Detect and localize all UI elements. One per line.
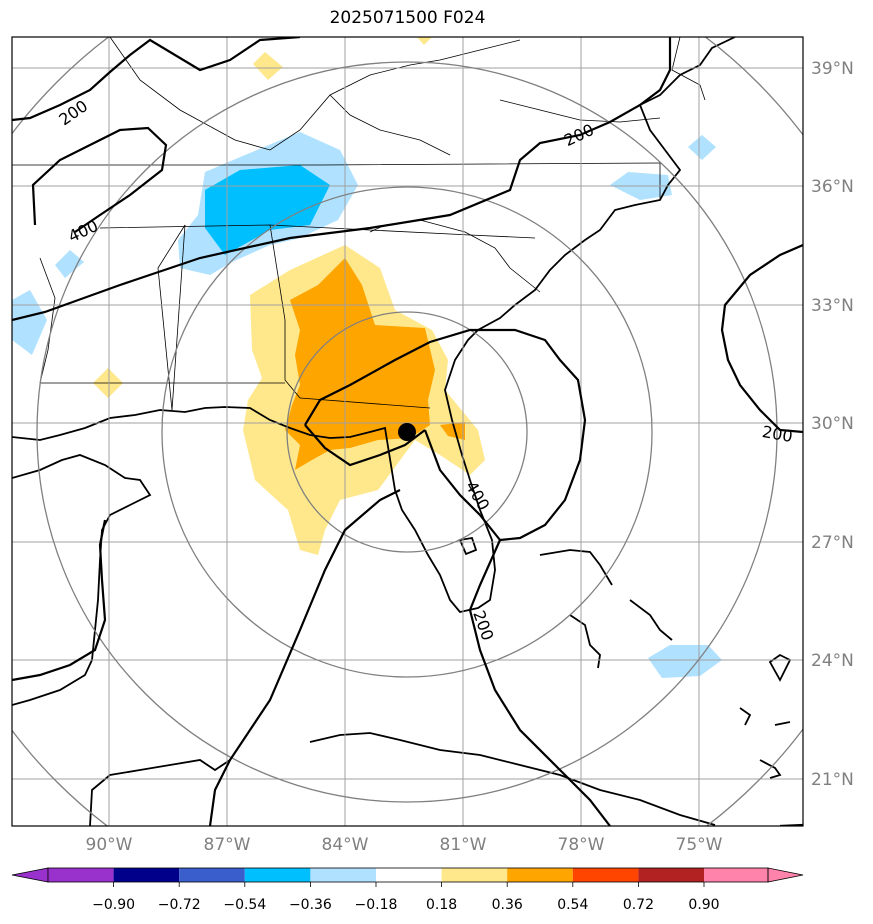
lat-label: 39°N xyxy=(811,59,854,79)
longitude-labels: 90°W 87°W 84°W 81°W 78°W 75°W xyxy=(86,835,723,855)
lon-label: 90°W xyxy=(86,835,133,855)
lat-label: 27°N xyxy=(811,533,854,553)
lon-label: 75°W xyxy=(676,835,723,855)
colorbar-swatch xyxy=(113,868,180,882)
colorbar-tick-label: 0.36 xyxy=(492,897,523,913)
lon-label: 78°W xyxy=(558,835,605,855)
contour-lines xyxy=(12,37,803,826)
colorbar-tick-label: −0.90 xyxy=(92,897,135,913)
colorbar-tick-label: 0.18 xyxy=(426,897,457,913)
colorbar-swatch xyxy=(310,868,376,882)
lat-label: 21°N xyxy=(811,770,854,790)
colorbar-tick-label: −0.36 xyxy=(289,897,332,913)
colorbar-frame xyxy=(47,867,769,883)
coastlines xyxy=(12,37,792,826)
storm-center-marker xyxy=(398,423,416,441)
latitude-labels: 39°N 36°N 33°N 30°N 27°N 24°N 21°N xyxy=(811,59,854,790)
positive-anomaly-field xyxy=(93,37,485,555)
lat-label: 36°N xyxy=(811,177,854,197)
colorbar: −0.90 −0.72 −0.54 −0.36 −0.18 0.18 0.36 … xyxy=(11,867,804,913)
graticule xyxy=(12,37,803,826)
lon-label: 87°W xyxy=(204,835,251,855)
lat-label: 33°N xyxy=(811,296,854,316)
colorbar-swatch xyxy=(376,868,442,882)
colorbar-swatch xyxy=(244,868,311,882)
colorbar-swatch xyxy=(572,868,639,882)
lat-label: 30°N xyxy=(811,414,854,434)
lon-label: 84°W xyxy=(322,835,369,855)
colorbar-swatch xyxy=(507,868,573,882)
colorbar-swatch xyxy=(638,868,704,882)
colorbar-tick-label: 0.72 xyxy=(623,897,654,913)
colorbar-tick-label: −0.18 xyxy=(355,897,398,913)
map-frame xyxy=(11,36,804,827)
lat-label: 24°N xyxy=(811,651,854,671)
colorbar-tick-label: 0.90 xyxy=(688,897,719,913)
colorbar-tick-label: −0.54 xyxy=(223,897,266,913)
colorbar-swatch xyxy=(179,868,245,882)
colorbar-tick-label: 0.54 xyxy=(557,897,588,913)
colorbar-swatch xyxy=(441,868,508,882)
state-borders xyxy=(12,37,706,411)
colorbar-max-extend xyxy=(767,867,804,883)
colorbar-swatch xyxy=(48,868,114,882)
map-title: 2025071500 F024 xyxy=(329,8,486,28)
lon-label: 81°W xyxy=(440,835,487,855)
colorbar-tick-label: −0.72 xyxy=(158,897,201,913)
colorbar-swatch xyxy=(704,868,768,882)
colorbar-min-extend xyxy=(11,867,49,883)
